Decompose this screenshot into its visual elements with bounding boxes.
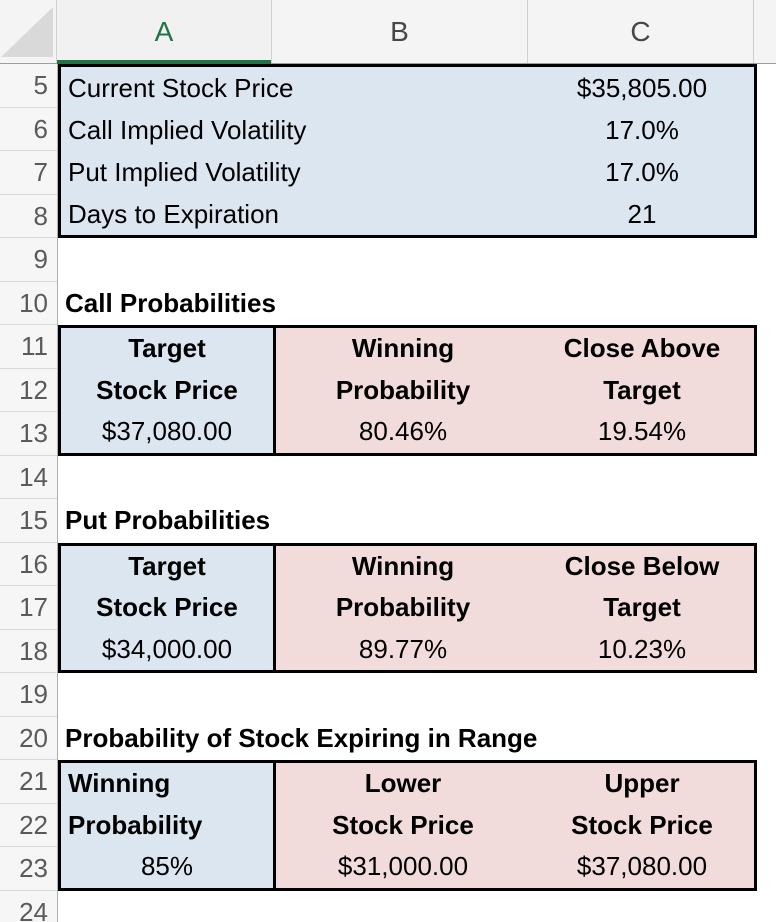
column-header-b[interactable]: B bbox=[272, 0, 528, 63]
cell-a21[interactable]: Winning bbox=[68, 768, 171, 798]
row-header-13[interactable]: 13 bbox=[0, 412, 57, 456]
cell-b23[interactable]: $31,000.00 bbox=[337, 851, 469, 881]
table-row: Stock Price Probability Target bbox=[61, 587, 754, 629]
cell-a13[interactable]: $37,080.00 bbox=[101, 416, 233, 446]
cell-c18[interactable]: 10.23% bbox=[597, 633, 687, 664]
row-header-gutter: 5 6 7 8 9 10 11 12 13 14 15 16 17 18 19 20 21 22 23 24 bbox=[0, 64, 58, 922]
row-header-16[interactable]: 16 bbox=[0, 543, 57, 586]
cell-a16[interactable]: Target bbox=[128, 550, 206, 581]
row-header-24[interactable]: 24 bbox=[0, 891, 57, 922]
cell-c11[interactable]: Close Above bbox=[563, 333, 721, 363]
cell-b16[interactable]: Winning bbox=[351, 550, 455, 581]
cell-c12[interactable]: Target bbox=[603, 374, 681, 405]
cell-a5[interactable]: Current Stock Price bbox=[68, 73, 294, 103]
cell-b12[interactable]: Probability bbox=[335, 374, 471, 405]
column-header-b-label: B bbox=[390, 15, 409, 47]
row-header-10[interactable]: 10 bbox=[0, 282, 57, 325]
row-header-21[interactable]: 21 bbox=[0, 760, 57, 804]
cell-c17[interactable]: Target bbox=[603, 592, 681, 622]
cell-a20[interactable]: Probability of Stock Expiring in Range bbox=[65, 722, 538, 753]
cell-b21[interactable]: Lower bbox=[364, 768, 442, 798]
select-all-corner[interactable] bbox=[0, 0, 57, 63]
row-header-6[interactable]: 6 bbox=[0, 108, 57, 151]
row-header-7[interactable]: 7 bbox=[0, 151, 57, 195]
column-header-c-label: C bbox=[630, 15, 651, 47]
row-header-8[interactable]: 8 bbox=[0, 195, 57, 238]
cell-c16[interactable]: Close Below bbox=[564, 550, 720, 581]
row-header-9[interactable]: 9 bbox=[0, 238, 57, 282]
table-row: Days to Expiration 21 bbox=[61, 193, 754, 235]
row-header-15[interactable]: 15 bbox=[0, 499, 57, 543]
cell-a8[interactable]: Days to Expiration bbox=[68, 199, 279, 229]
cell-a10[interactable]: Call Probabilities bbox=[65, 287, 276, 318]
put-table-target-column-fill bbox=[61, 545, 276, 670]
column-header-a[interactable]: A bbox=[57, 0, 272, 64]
row-header-17[interactable]: 17 bbox=[0, 586, 57, 630]
call-probabilities-table: Target Winning Close Above Stock Price P… bbox=[58, 325, 757, 456]
cell-c13[interactable]: 19.54% bbox=[597, 416, 687, 446]
table-row: Target Winning Close Below bbox=[61, 546, 754, 588]
cell-c21[interactable]: Upper bbox=[604, 768, 680, 798]
row-header-11[interactable]: 11 bbox=[0, 325, 57, 369]
table-row: Current Stock Price $35,805.00 bbox=[61, 67, 754, 109]
cell-c6[interactable]: 17.0% bbox=[605, 115, 679, 145]
cell-b18[interactable]: 89.77% bbox=[358, 633, 448, 664]
cell-a11[interactable]: Target bbox=[128, 333, 206, 363]
table-row: Stock Price Probability Target bbox=[61, 370, 754, 412]
row-header-19[interactable]: 19 bbox=[0, 673, 57, 717]
table-row: Put Implied Volatility 17.0% bbox=[61, 151, 754, 193]
cell-b17[interactable]: Probability bbox=[335, 592, 471, 622]
column-header-row: A B C bbox=[0, 0, 776, 64]
row-header-18[interactable]: 18 bbox=[0, 630, 57, 673]
row-header-20[interactable]: 20 bbox=[0, 717, 57, 760]
table-row: Call Implied Volatility 17.0% bbox=[61, 109, 754, 151]
table-row: 85% $31,000.00 $37,080.00 bbox=[61, 846, 754, 888]
row-header-5[interactable]: 5 bbox=[0, 64, 57, 108]
cell-c5[interactable]: $35,805.00 bbox=[576, 73, 708, 103]
cell-b11[interactable]: Winning bbox=[351, 333, 455, 363]
cell-b22[interactable]: Stock Price bbox=[332, 809, 474, 840]
cell-a6[interactable]: Call Implied Volatility bbox=[68, 115, 307, 145]
column-header-c[interactable]: C bbox=[528, 0, 754, 63]
cell-c8[interactable]: 21 bbox=[627, 199, 657, 229]
selected-column-underline bbox=[57, 60, 271, 64]
cell-a18[interactable]: $34,000.00 bbox=[101, 633, 233, 664]
cell-a22[interactable]: Probability bbox=[68, 809, 203, 840]
select-all-triangle-icon bbox=[1, 7, 53, 57]
put-probabilities-table: Target Winning Close Below Stock Price P… bbox=[58, 542, 757, 673]
range-table-winning-column-fill bbox=[61, 763, 276, 888]
table-row: $37,080.00 80.46% 19.54% bbox=[61, 411, 754, 453]
table-row: Target Winning Close Above bbox=[61, 328, 754, 370]
cell-a23[interactable]: 85% bbox=[140, 851, 194, 881]
table-row: $34,000.00 89.77% 10.23% bbox=[61, 629, 754, 671]
table-row: Probability Stock Price Stock Price bbox=[61, 805, 754, 847]
cell-a12[interactable]: Stock Price bbox=[96, 374, 238, 405]
range-probability-table: Winning Lower Upper Probability Stock Pr… bbox=[58, 760, 757, 891]
cell-c23[interactable]: $37,080.00 bbox=[576, 851, 708, 881]
cell-c7[interactable]: 17.0% bbox=[605, 157, 679, 187]
row-header-12[interactable]: 12 bbox=[0, 369, 57, 412]
cell-a17[interactable]: Stock Price bbox=[96, 592, 238, 622]
column-header-a-label: A bbox=[154, 15, 174, 47]
table-row: Winning Lower Upper bbox=[61, 763, 754, 805]
row-header-23[interactable]: 23 bbox=[0, 847, 57, 891]
row-header-22[interactable]: 22 bbox=[0, 804, 57, 847]
inputs-block: Current Stock Price $35,805.00 Call Impl… bbox=[58, 64, 757, 238]
cell-c22[interactable]: Stock Price bbox=[571, 809, 713, 840]
cell-a15[interactable]: Put Probabilities bbox=[65, 505, 271, 535]
cell-a7[interactable]: Put Implied Volatility bbox=[68, 157, 301, 187]
row-header-14[interactable]: 14 bbox=[0, 456, 57, 499]
column-header-filler bbox=[754, 0, 776, 63]
call-table-target-column-fill bbox=[61, 328, 276, 453]
cell-b13[interactable]: 80.46% bbox=[358, 416, 448, 446]
